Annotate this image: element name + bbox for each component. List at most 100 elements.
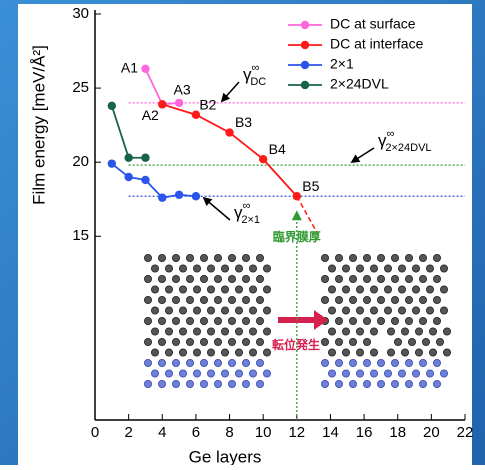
atom [418, 274, 427, 283]
atom [369, 348, 378, 357]
atom [376, 316, 385, 325]
y-tick-label: 20 [72, 153, 89, 170]
atom [404, 295, 413, 304]
atom [376, 253, 385, 262]
atom [435, 337, 444, 346]
gamma-label: γ∞ DC [243, 62, 266, 88]
gamma-symbol: γ [243, 65, 252, 84]
legend-marker [300, 20, 310, 30]
atom [234, 348, 243, 357]
data-point [292, 192, 302, 201]
atom [404, 274, 413, 283]
atom [355, 264, 364, 273]
atom [334, 295, 343, 304]
atom [234, 369, 243, 378]
atom [241, 358, 250, 367]
atom [199, 316, 208, 325]
atom [213, 358, 222, 367]
atom [213, 295, 222, 304]
atom [143, 274, 152, 283]
atom [341, 369, 350, 378]
gamma-symbol: γ [234, 203, 243, 222]
atom [334, 337, 343, 346]
atom [320, 337, 329, 346]
atom [185, 274, 194, 283]
x-tick-label: 4 [158, 424, 166, 441]
atom [411, 306, 420, 315]
atom [185, 253, 194, 262]
gamma-label: γ∞ 2×24DVL [378, 128, 432, 154]
atom [241, 316, 250, 325]
atom [199, 379, 208, 388]
x-axis-label: Ge layers [189, 447, 262, 465]
data-point [258, 155, 268, 164]
atom [150, 264, 159, 273]
atom [334, 358, 343, 367]
point-label: A3 [174, 82, 191, 98]
atom [411, 264, 420, 273]
annotation: 転位発生 [272, 337, 320, 352]
atom [255, 379, 264, 388]
atom [220, 327, 229, 336]
atom [425, 264, 434, 273]
atom [397, 264, 406, 273]
atom [439, 285, 448, 294]
atom [220, 264, 229, 273]
atom [199, 337, 208, 346]
atom [327, 369, 336, 378]
y-tick-label: 15 [72, 227, 89, 244]
atom [376, 379, 385, 388]
point-label: A1 [121, 60, 138, 76]
atom [143, 379, 152, 388]
atom [348, 274, 357, 283]
atom [262, 348, 271, 357]
data-point [141, 153, 150, 162]
atom [397, 306, 406, 315]
atom [411, 285, 420, 294]
annotation: 臨界膜厚 [273, 229, 321, 244]
gamma-sub: 2×1 [241, 214, 260, 226]
atom [178, 264, 187, 273]
atom [432, 295, 441, 304]
data-point [225, 128, 234, 137]
x-tick-label: 14 [322, 424, 339, 441]
atom [369, 264, 378, 273]
point-label: A2 [142, 107, 159, 123]
atom [157, 253, 166, 262]
atom [220, 348, 229, 357]
atom [234, 327, 243, 336]
annotation-arrow [202, 196, 231, 221]
atom [171, 358, 180, 367]
gamma-sub: DC [250, 76, 266, 88]
atom [341, 264, 350, 273]
x-tick-label: 18 [389, 424, 406, 441]
atom [383, 306, 392, 315]
atom [411, 369, 420, 378]
atom [355, 369, 364, 378]
atom [362, 379, 371, 388]
atom [432, 316, 441, 325]
x-tick-label: 2 [124, 424, 132, 441]
atom [327, 264, 336, 273]
atom [386, 348, 395, 357]
legend-label: 2×1 [330, 56, 354, 72]
arrow-head [314, 310, 328, 330]
data-point [191, 110, 201, 119]
data-point [174, 98, 184, 108]
atom [404, 316, 413, 325]
atom [362, 295, 371, 304]
atom [355, 306, 364, 315]
atom [262, 327, 271, 336]
atom [262, 285, 271, 294]
gamma-symbol: γ [378, 131, 387, 150]
atom [185, 316, 194, 325]
atom [171, 379, 180, 388]
atom [362, 274, 371, 283]
point-label: B2 [199, 96, 216, 112]
atom [206, 264, 215, 273]
atom [164, 369, 173, 378]
atom [320, 295, 329, 304]
atom [428, 348, 437, 357]
atom [178, 306, 187, 315]
atom [171, 295, 180, 304]
